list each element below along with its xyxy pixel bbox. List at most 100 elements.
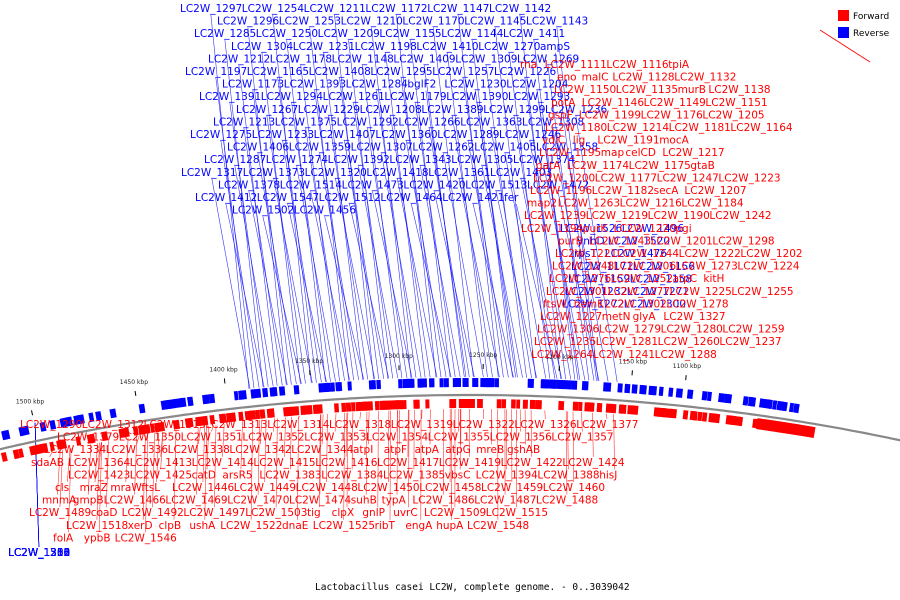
leader-line bbox=[819, 29, 871, 63]
reverse-gene-label: LC2W_1233 bbox=[252, 129, 314, 141]
forward-gene-label: hupA bbox=[436, 520, 464, 532]
forward-gene-label: LC2W_1181 bbox=[669, 122, 731, 134]
reverse-gene bbox=[204, 394, 211, 404]
leader-line bbox=[319, 414, 321, 508]
leader-line bbox=[290, 416, 292, 470]
forward-gene-label: LC2W_1241 bbox=[593, 349, 655, 361]
scale-tick-label: 1150 kbp bbox=[619, 358, 647, 365]
forward-gene-label: engA bbox=[405, 520, 433, 532]
forward-gene bbox=[18, 448, 25, 458]
reverse-gene bbox=[658, 386, 664, 396]
forward-gene-label: mnmA bbox=[42, 495, 77, 507]
forward-gene bbox=[351, 402, 356, 412]
forward-gene-label: LC2W_1336 bbox=[106, 444, 169, 456]
forward-gene bbox=[149, 423, 156, 433]
leader-line bbox=[49, 451, 53, 457]
forward-gene-label: LC2W_1525 bbox=[313, 520, 375, 532]
forward-gene-label: LC2W_1205 bbox=[702, 109, 764, 121]
forward-gene bbox=[692, 411, 698, 421]
leader-line bbox=[334, 413, 337, 432]
reverse-gene-label: LC2W_1293 bbox=[508, 91, 570, 103]
forward-gene-label: LC2W_1248 bbox=[552, 261, 614, 273]
forward-gene-label: gatA bbox=[536, 160, 561, 172]
reverse-gene-label: LC2W_1408 bbox=[309, 66, 371, 78]
reverse-gene-label: LC2W_1165 bbox=[247, 66, 309, 78]
scale-tick-mark bbox=[31, 410, 34, 416]
reverse-gene-label: LC2W_1144 bbox=[441, 28, 504, 40]
reverse-gene-label: LC2W_1287 bbox=[204, 154, 266, 166]
forward-gene bbox=[477, 399, 483, 408]
reverse-gene bbox=[172, 398, 179, 409]
reverse-gene bbox=[262, 387, 269, 398]
forward-gene-label: LC2W_1489 bbox=[29, 507, 91, 519]
forward-gene-label: murB bbox=[678, 84, 706, 96]
forward-gene bbox=[511, 399, 516, 409]
leader-line bbox=[206, 425, 210, 470]
reverse-gene-label: LC2W_1373 bbox=[243, 167, 305, 179]
forward-gene bbox=[288, 406, 294, 416]
leader-line bbox=[222, 423, 225, 457]
forward-gene bbox=[316, 404, 323, 414]
leader-line bbox=[211, 425, 214, 432]
leader-line bbox=[504, 153, 547, 379]
forward-gene-label: LC2W_1342 bbox=[229, 444, 291, 456]
leader-line bbox=[284, 417, 286, 457]
leader-line bbox=[495, 191, 537, 379]
leader-line bbox=[266, 115, 306, 384]
reverse-gene-label: LC2W_1407 bbox=[314, 129, 376, 141]
reverse-gene-label: LC2W_1143 bbox=[526, 16, 588, 28]
genome-backbone bbox=[0, 393, 900, 451]
forward-gene-label: LC2W_1242 bbox=[709, 210, 771, 222]
forward-gene-label: LC2W_1327 bbox=[663, 311, 725, 323]
reverse-gene-label: LC2W_1464 bbox=[380, 192, 443, 204]
gene-labels: LC2W_1297 LC2W_1254 LC2W_1211 LC2W_1172 LC2W… bbox=[8, 3, 803, 559]
reverse-gene bbox=[376, 379, 381, 390]
leader-line bbox=[160, 432, 164, 470]
forward-gene-label: LC2W_1214 bbox=[607, 122, 670, 134]
reverse-gene-label: LC2W_1308 bbox=[522, 116, 584, 128]
leader-line bbox=[224, 40, 264, 388]
forward-gene-label: vbsC bbox=[445, 469, 471, 481]
leader-line bbox=[196, 427, 199, 495]
forward-gene-label: atpA bbox=[415, 444, 440, 456]
leader-line bbox=[396, 14, 437, 378]
forward-gene-label: clpX bbox=[332, 507, 355, 519]
forward-gene-label: LC2W_1425 bbox=[130, 469, 192, 481]
leader-line bbox=[98, 442, 102, 533]
leader-line bbox=[396, 410, 398, 495]
scale-ticks: 1100 kbp 1150 kbp 1200 kbp 1250 kbp 1300 kbp… bbox=[16, 352, 701, 416]
forward-gene-label: gmpB bbox=[73, 495, 104, 507]
leader-line bbox=[247, 27, 287, 386]
reverse-gene-label: LC2W_1304 bbox=[231, 41, 294, 53]
forward-gene bbox=[101, 431, 109, 442]
reverse-gene-label: LC2W_1296 bbox=[217, 16, 280, 28]
forward-gene bbox=[605, 403, 613, 413]
reverse-gene bbox=[793, 403, 800, 414]
reverse-gene bbox=[208, 393, 216, 404]
forward-gene-label: LC2W_1474 bbox=[289, 495, 352, 507]
forward-gene-label: LC2W_1182 bbox=[592, 185, 654, 197]
forward-gene bbox=[596, 402, 603, 413]
scale-tick-label: 1500 kbp bbox=[16, 399, 44, 406]
forward-gene-label: LC2W_1302 bbox=[605, 298, 667, 310]
reverse-gene-label: LC2W_1303 bbox=[8, 547, 70, 559]
forward-gene-label: LC2W_1176 bbox=[641, 109, 704, 121]
leader-line bbox=[250, 420, 253, 520]
forward-gene-label: LC2W_1449 bbox=[234, 482, 296, 494]
leader-line bbox=[358, 166, 399, 379]
leader-line bbox=[387, 410, 390, 483]
reverse-gene-label: LC2W_1472 bbox=[527, 179, 589, 191]
forward-gene-label: LC2W_1174 bbox=[567, 160, 630, 172]
reverse-gene bbox=[167, 399, 175, 409]
leader-line bbox=[152, 433, 155, 508]
leader-line bbox=[351, 412, 354, 470]
forward-gene bbox=[238, 411, 244, 421]
forward-gene bbox=[201, 415, 209, 426]
forward-gene bbox=[12, 449, 20, 460]
forward-gene-label: LC2W_1227 bbox=[540, 311, 602, 323]
reverse-gene-label: LC2W_1213 bbox=[213, 116, 275, 128]
reverse-gene-label: LC2W_1254 bbox=[242, 3, 305, 15]
forward-gene-label: LC2W_1128 bbox=[612, 72, 674, 84]
forward-gene-label: LC2W_1255 bbox=[731, 286, 793, 298]
reverse-gene bbox=[254, 388, 262, 399]
